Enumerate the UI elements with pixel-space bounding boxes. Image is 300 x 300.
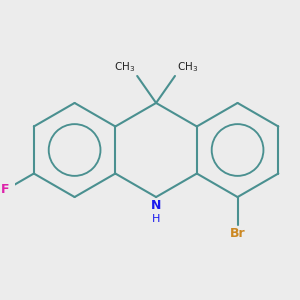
Text: CH$_3$: CH$_3$ xyxy=(177,60,199,74)
Text: F: F xyxy=(1,184,10,196)
Text: N: N xyxy=(151,200,161,212)
Text: H: H xyxy=(152,214,160,224)
Text: Br: Br xyxy=(230,227,245,240)
Text: CH$_3$: CH$_3$ xyxy=(114,60,135,74)
